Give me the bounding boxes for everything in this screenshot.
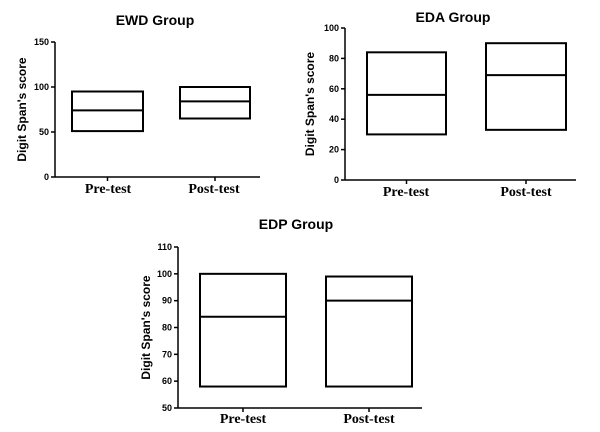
eda-group-y-axis-label: Digit Span's score	[303, 52, 317, 157]
ewd-group-y-tick-label: 0	[44, 172, 49, 182]
eda-group-title: EDA Group	[416, 9, 491, 25]
edp-group-y-tick-label: 90	[162, 296, 172, 306]
edp-group-y-tick-label: 100	[157, 269, 172, 279]
edp-group-y-tick-label: 50	[162, 403, 172, 413]
edp-group-box-0	[199, 272, 287, 388]
ewd-group-y-tick-label: 50	[39, 127, 49, 137]
eda-group-y-tick-label: 100	[324, 23, 339, 33]
eda-group-x-tick-label: Pre-test	[383, 185, 430, 200]
eda-group-box-0	[366, 51, 447, 136]
eda-group-y-tick-label: 40	[329, 114, 339, 124]
edp-group-title: EDP Group	[259, 216, 333, 232]
edp-group-x-tick-label: Post-test	[343, 412, 395, 427]
ewd-group-box-1	[179, 86, 251, 120]
eda-group-box-1	[485, 42, 567, 131]
edp-group-x-tick-label: Pre-test	[220, 412, 267, 427]
ewd-group-x-tick-label: Post-test	[188, 182, 240, 197]
ewd-group-y-tick-label: 100	[34, 82, 49, 92]
edp-group-y-tick-label: 70	[162, 349, 172, 359]
edp-group-y-tick-label: 60	[162, 376, 172, 386]
ewd-group-y-axis-label: Digit Span's score	[15, 57, 29, 162]
edp-group-y-tick-label: 80	[162, 323, 172, 333]
eda-group-y-tick-label: 80	[329, 53, 339, 63]
eda-group-y-tick-label: 20	[329, 145, 339, 155]
ewd-group-x-tick-label: Pre-test	[85, 182, 132, 197]
eda-group-y-tick-label: 60	[329, 84, 339, 94]
ewd-group-y-tick-label: 150	[34, 37, 49, 47]
ewd-group-title: EWD Group	[116, 12, 195, 28]
edp-group-y-tick-label: 110	[157, 242, 172, 252]
eda-group-y-tick-label: 0	[334, 175, 339, 185]
edp-group-y-axis-label: Digit Span's score	[139, 275, 153, 380]
eda-group-x-tick-label: Post-test	[500, 185, 552, 200]
edp-group-box-1	[325, 275, 413, 388]
